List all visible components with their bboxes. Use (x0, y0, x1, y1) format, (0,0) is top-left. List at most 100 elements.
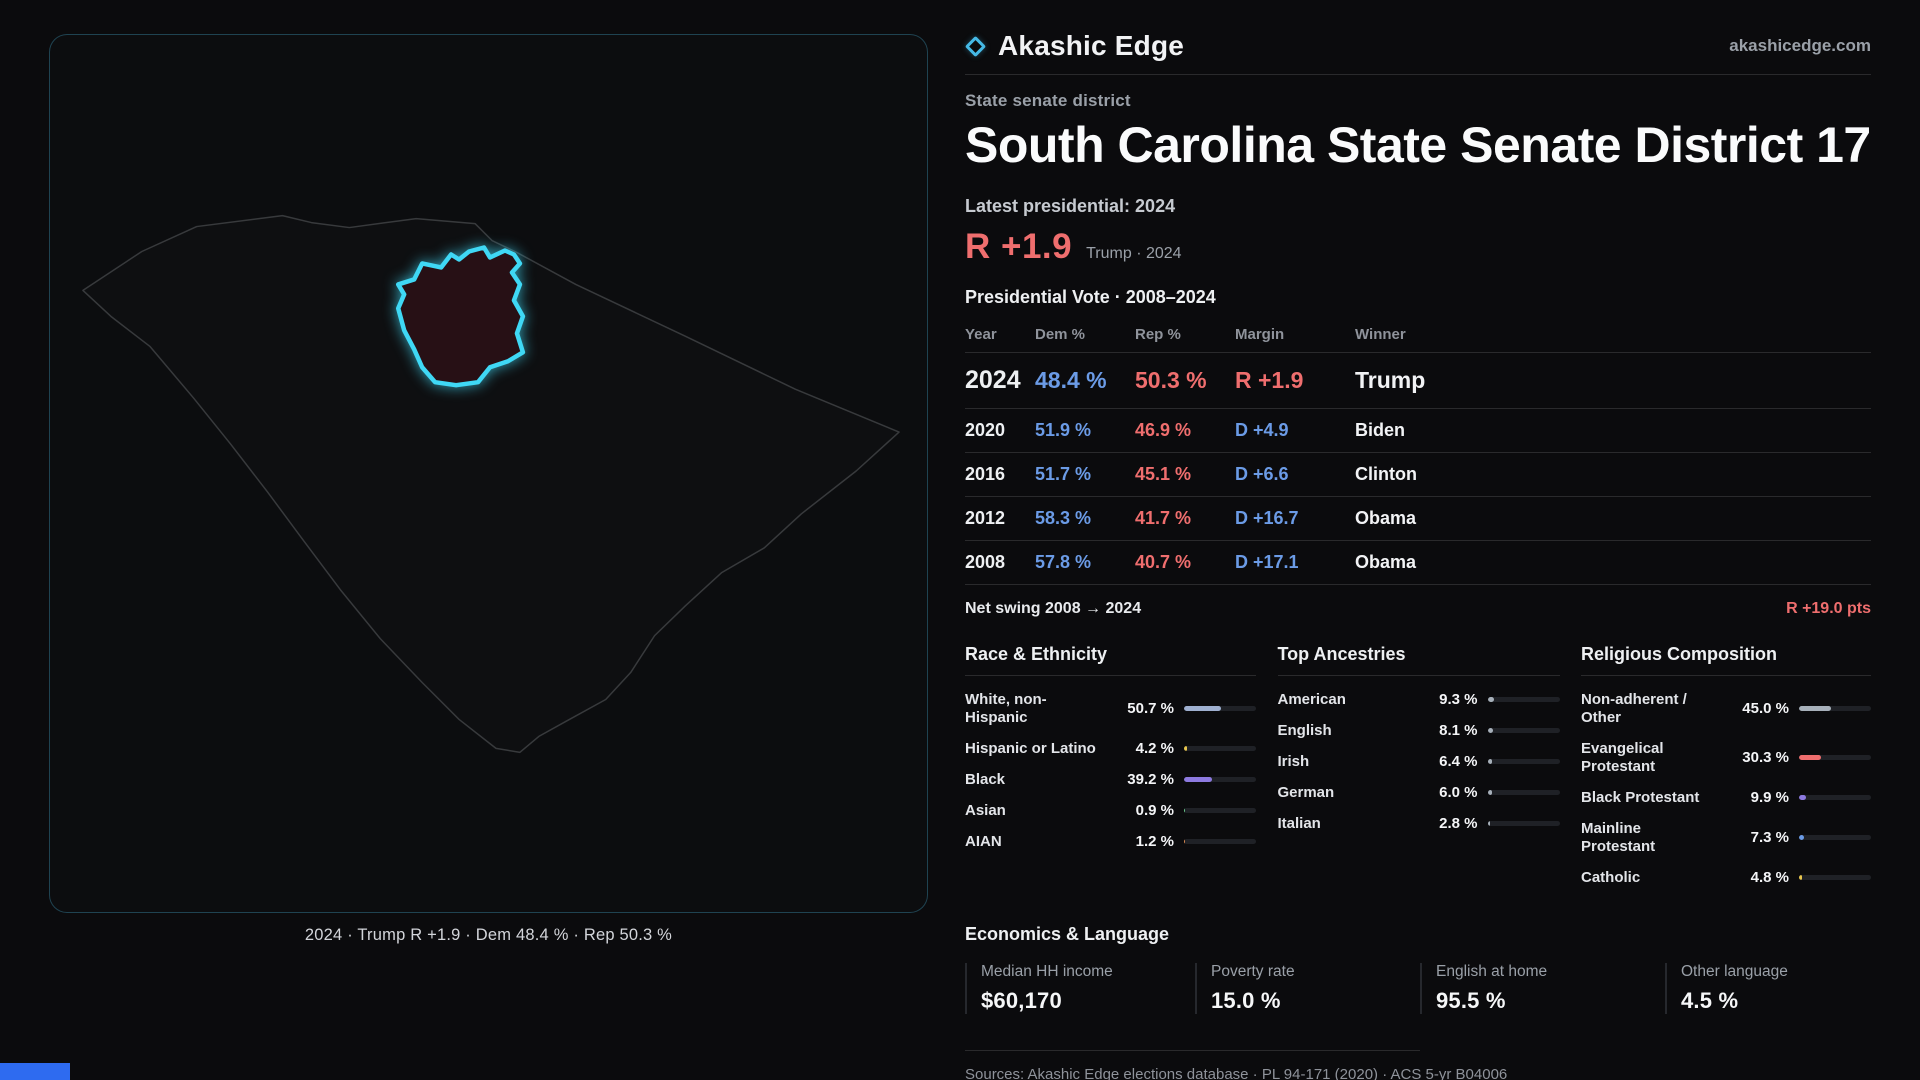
rep-pct-cell: 46.9 % (1135, 419, 1192, 440)
demographic-bar-fill (1799, 706, 1832, 711)
demographic-bar-fill (1487, 697, 1495, 702)
latest-presidential-label: Latest presidential: 2024 (965, 195, 1176, 216)
demographic-row: Catholic 4.8 % (1581, 869, 1871, 887)
demographic-value: 4.2 % (1135, 740, 1174, 757)
demographic-bar-track (1799, 706, 1871, 711)
state-outline (82, 214, 900, 754)
winner-cell: Obama (1355, 551, 1417, 572)
table-row: 2020 51.9 % 46.9 % D +4.9 Biden (965, 409, 1871, 453)
demographic-label: Asian (965, 801, 1006, 819)
year-cell: 2008 (965, 551, 1006, 572)
stat-cell: Median HH income $60,170 (965, 962, 1195, 1014)
dem-pct-cell: 51.7 % (1035, 463, 1092, 484)
district-shape (395, 245, 526, 388)
demographic-bar-track (1184, 746, 1256, 751)
rep-pct-cell: 45.1 % (1135, 463, 1192, 484)
demographic-column-title: Top Ancestries (1277, 644, 1560, 676)
demographic-label: English (1277, 721, 1332, 739)
year-cell: 2012 (965, 507, 1006, 528)
demographic-row: Hispanic or Latino 4.2 % (965, 740, 1256, 758)
demographic-bar-track (1487, 821, 1560, 826)
district-profile-panel: Akashic Edge akashicedge.com State senat… (964, 0, 1871, 1080)
economics-title: Economics & Language (965, 923, 1170, 944)
page-title: South Carolina State Senate District 17 (965, 117, 1871, 173)
stat-label: English at home (1436, 962, 1548, 980)
demographic-value: 8.1 % (1439, 722, 1478, 739)
demographic-label: German (1277, 783, 1335, 801)
stat-value: 95.5 % (1436, 987, 1506, 1013)
sources-text: Sources: Akashic Edge elections database… (965, 1065, 1508, 1080)
state-map (82, 214, 900, 754)
demographic-bar-track (1799, 875, 1871, 880)
demographic-bar-fill (1799, 755, 1821, 760)
demographic-bar-fill (1184, 839, 1186, 844)
demographic-column: Race & Ethnicity White, non-Hispanic 50.7 … (965, 644, 1256, 900)
demographic-value: 6.0 % (1439, 784, 1478, 801)
diamond-logo-icon (964, 35, 987, 57)
winner-cell: Biden (1355, 419, 1406, 440)
demographic-column: Top Ancestries American 9.3 % English 8.1 % I… (1277, 644, 1560, 900)
demographic-row: White, non-Hispanic 50.7 % (965, 691, 1256, 727)
demographic-bar-track (1184, 777, 1256, 782)
demographic-value: 4.8 % (1750, 869, 1789, 886)
dem-pct-cell: 58.3 % (1035, 507, 1092, 528)
demographics-section: Race & Ethnicity White, non-Hispanic 50.7 … (965, 644, 1871, 900)
demographic-row: Mainline Protestant 7.3 % (1581, 820, 1871, 856)
demographic-label: Black (965, 770, 1006, 788)
stat-cell: English at home 95.5 % (1420, 962, 1665, 1014)
stat-value: 15.0 % (1211, 987, 1281, 1013)
results-title: Presidential Vote · 2008–2024 (965, 286, 1216, 307)
brand-domain-link[interactable]: akashicedge.com (1729, 36, 1871, 55)
demographic-bar-track (1799, 795, 1871, 800)
headline-margin-context: Trump · 2024 (1086, 244, 1182, 262)
demographic-label: Evangelical Protestant (1581, 739, 1664, 775)
demographic-bar-track (1487, 728, 1560, 733)
demographic-label: Mainline Protestant (1581, 819, 1656, 855)
winner-cell: Trump (1355, 366, 1426, 393)
demographic-value: 39.2 % (1127, 771, 1174, 788)
demographic-bar-fill (1799, 835, 1805, 840)
demographic-value: 1.2 % (1135, 833, 1174, 850)
results-header-cell: Year (965, 325, 997, 343)
results-header-cell: Rep % (1135, 325, 1181, 343)
demographic-bar-fill (1184, 746, 1188, 751)
demographic-label: Irish (1277, 752, 1310, 770)
margin-cell: D +6.6 (1235, 463, 1289, 484)
demographic-column: Religious Composition Non-adherent / Othe… (1581, 644, 1871, 900)
demographic-value: 7.3 % (1750, 829, 1789, 846)
demographic-bar-fill (1487, 728, 1494, 733)
year-cell: 2024 (965, 365, 1021, 394)
demographic-row: Italian 2.8 % (1278, 815, 1560, 833)
demographic-label: Black Protestant (1581, 788, 1700, 806)
demographic-bar-track (1184, 808, 1256, 813)
stat-cell: Poverty rate 15.0 % (1195, 962, 1420, 1014)
table-row: 2024 48.4 % 50.3 % R +1.9 Trump (965, 353, 1871, 409)
winner-cell: Clinton (1355, 463, 1417, 484)
demographic-column-title: Race & Ethnicity (965, 644, 1256, 676)
demographic-row: Irish 6.4 % (1278, 753, 1560, 771)
results-header-cell: Margin (1235, 325, 1285, 343)
demographic-row: Black 39.2 % (965, 771, 1256, 789)
demographic-value: 9.3 % (1439, 691, 1478, 708)
results-header-cell: Winner (1355, 325, 1406, 343)
demographic-bar-track (1184, 839, 1256, 844)
demographic-value: 9.9 % (1750, 789, 1789, 806)
net-swing-label: Net swing 2008 → 2024 (965, 599, 1142, 617)
results-header-cell: Dem % (1035, 325, 1086, 343)
header-divider (965, 74, 1871, 75)
demographic-label: AIAN (965, 832, 1002, 850)
demographic-value: 0.9 % (1135, 802, 1174, 819)
demographic-row: German 6.0 % (1278, 784, 1560, 802)
year-cell: 2016 (965, 463, 1006, 484)
dem-pct-cell: 57.8 % (1035, 551, 1092, 572)
demographic-bar-fill (1184, 777, 1213, 782)
results-rows: 2024 48.4 % 50.3 % R +1.9 Trump 2020 51.9 % 46.… (965, 353, 1871, 585)
demographic-row: AIAN 1.2 % (965, 833, 1256, 851)
table-row: 2016 51.7 % 45.1 % D +6.6 Clinton (965, 453, 1871, 497)
district-type-kicker: State senate district (965, 91, 1131, 110)
demographic-bar-fill (1799, 795, 1807, 800)
margin-cell: R +1.9 (1235, 366, 1304, 393)
demographic-row: Evangelical Protestant 30.3 % (1581, 740, 1871, 776)
demographic-label: Catholic (1581, 868, 1641, 886)
